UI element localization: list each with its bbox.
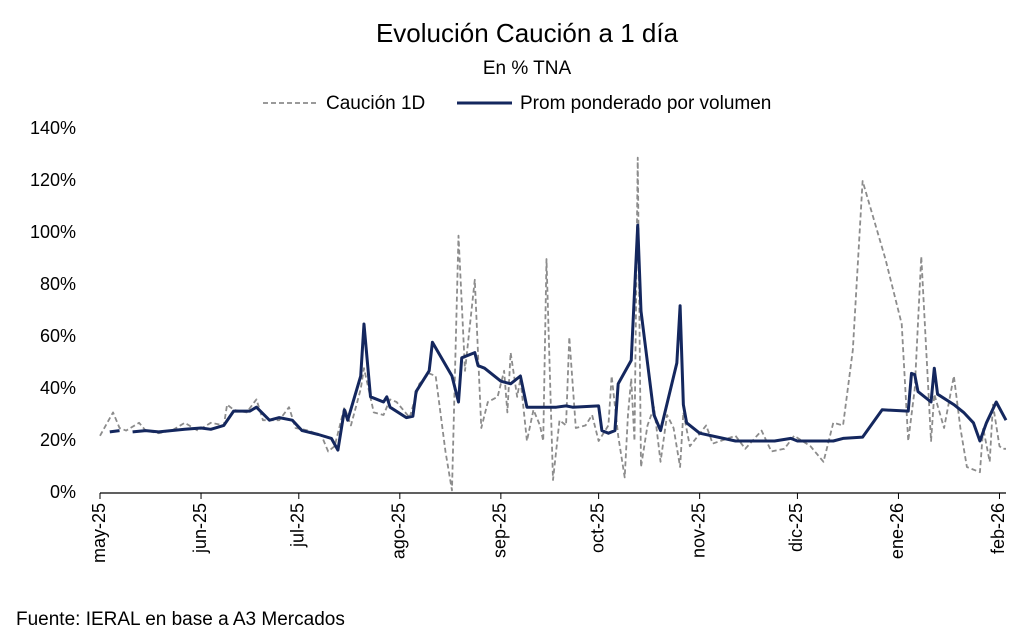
legend-label: Caución 1D [326,93,425,114]
y-tick-label: 80% [40,274,76,294]
x-tick-label: feb-26 [988,503,1008,554]
y-tick-label: 0% [50,482,76,502]
x-tick-label: dic-25 [786,503,806,552]
series-line [99,156,1006,492]
y-tick-label: 60% [40,326,76,346]
x-tick-label: jun-25 [190,503,210,554]
x-tick-label: ene-26 [887,503,907,559]
x-tick-label: ago-25 [389,503,409,559]
x-tick-label: nov-25 [688,503,708,558]
y-tick-label: 20% [40,430,76,450]
y-tick-label: 100% [30,222,76,242]
chart-title: Evolución Caución a 1 día [376,18,679,48]
y-tick-label: 120% [30,170,76,190]
legend-label: Prom ponderado por volumen [520,93,771,114]
x-tick-label: may-25 [89,503,109,563]
x-tick-label: sep-25 [490,503,510,558]
y-tick-label: 40% [40,378,76,398]
x-tick-label: oct-25 [587,503,607,553]
source-note: Fuente: IERAL en base a A3 Mercados [16,609,345,630]
x-tick-label: jul-25 [288,503,308,548]
y-tick-label: 140% [30,118,76,138]
chart-subtitle: En % TNA [483,58,572,79]
series-line [109,223,1008,452]
